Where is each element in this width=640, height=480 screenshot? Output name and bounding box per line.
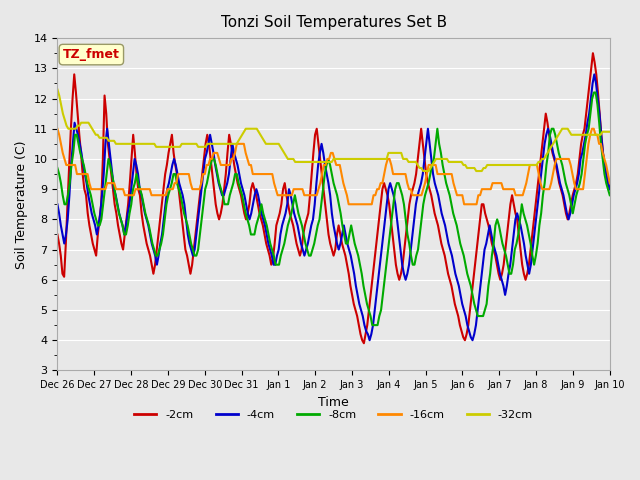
-32cm bbox=[141, 141, 149, 147]
Legend: -2cm, -4cm, -8cm, -16cm, -32cm: -2cm, -4cm, -8cm, -16cm, -32cm bbox=[130, 406, 538, 425]
Text: TZ_fmet: TZ_fmet bbox=[63, 48, 120, 61]
Line: -32cm: -32cm bbox=[58, 89, 610, 171]
-2cm bbox=[360, 340, 368, 346]
Line: -4cm: -4cm bbox=[58, 74, 610, 340]
-32cm bbox=[419, 168, 427, 174]
-32cm bbox=[54, 86, 61, 92]
-2cm bbox=[589, 50, 596, 56]
-16cm bbox=[403, 180, 411, 186]
-32cm bbox=[278, 147, 286, 153]
-8cm bbox=[583, 132, 591, 138]
Line: -2cm: -2cm bbox=[58, 53, 610, 343]
Y-axis label: Soil Temperature (C): Soil Temperature (C) bbox=[15, 140, 28, 268]
-4cm bbox=[102, 141, 109, 147]
-4cm bbox=[606, 186, 614, 192]
-2cm bbox=[606, 186, 614, 192]
-4cm bbox=[591, 72, 598, 77]
-2cm bbox=[466, 307, 474, 313]
-32cm bbox=[586, 132, 593, 138]
-16cm bbox=[265, 171, 273, 177]
-16cm bbox=[345, 202, 353, 207]
-16cm bbox=[84, 171, 92, 177]
-16cm bbox=[54, 126, 61, 132]
-2cm bbox=[497, 277, 504, 283]
-8cm bbox=[393, 180, 401, 186]
-4cm bbox=[54, 202, 61, 207]
Line: -16cm: -16cm bbox=[58, 129, 610, 204]
-8cm bbox=[425, 180, 433, 186]
-4cm bbox=[324, 180, 332, 186]
-8cm bbox=[606, 192, 614, 198]
Title: Tonzi Soil Temperatures Set B: Tonzi Soil Temperatures Set B bbox=[221, 15, 447, 30]
Line: -8cm: -8cm bbox=[58, 93, 610, 325]
-4cm bbox=[604, 180, 612, 186]
-2cm bbox=[343, 262, 351, 267]
-2cm bbox=[246, 202, 253, 207]
-16cm bbox=[189, 186, 196, 192]
-4cm bbox=[173, 171, 181, 177]
-16cm bbox=[606, 180, 614, 186]
-8cm bbox=[356, 262, 364, 267]
-4cm bbox=[153, 262, 161, 267]
-32cm bbox=[84, 120, 92, 126]
-32cm bbox=[606, 129, 614, 135]
-8cm bbox=[428, 162, 436, 168]
-8cm bbox=[54, 165, 61, 171]
-8cm bbox=[369, 322, 376, 328]
-32cm bbox=[297, 159, 305, 165]
X-axis label: Time: Time bbox=[318, 396, 349, 408]
-16cm bbox=[187, 180, 195, 186]
-32cm bbox=[236, 135, 244, 141]
-8cm bbox=[590, 90, 598, 96]
-4cm bbox=[534, 202, 541, 207]
-2cm bbox=[394, 271, 401, 276]
-2cm bbox=[321, 202, 329, 207]
-4cm bbox=[365, 337, 373, 343]
-8cm bbox=[68, 162, 76, 168]
-16cm bbox=[354, 202, 362, 207]
-2cm bbox=[54, 231, 61, 237]
